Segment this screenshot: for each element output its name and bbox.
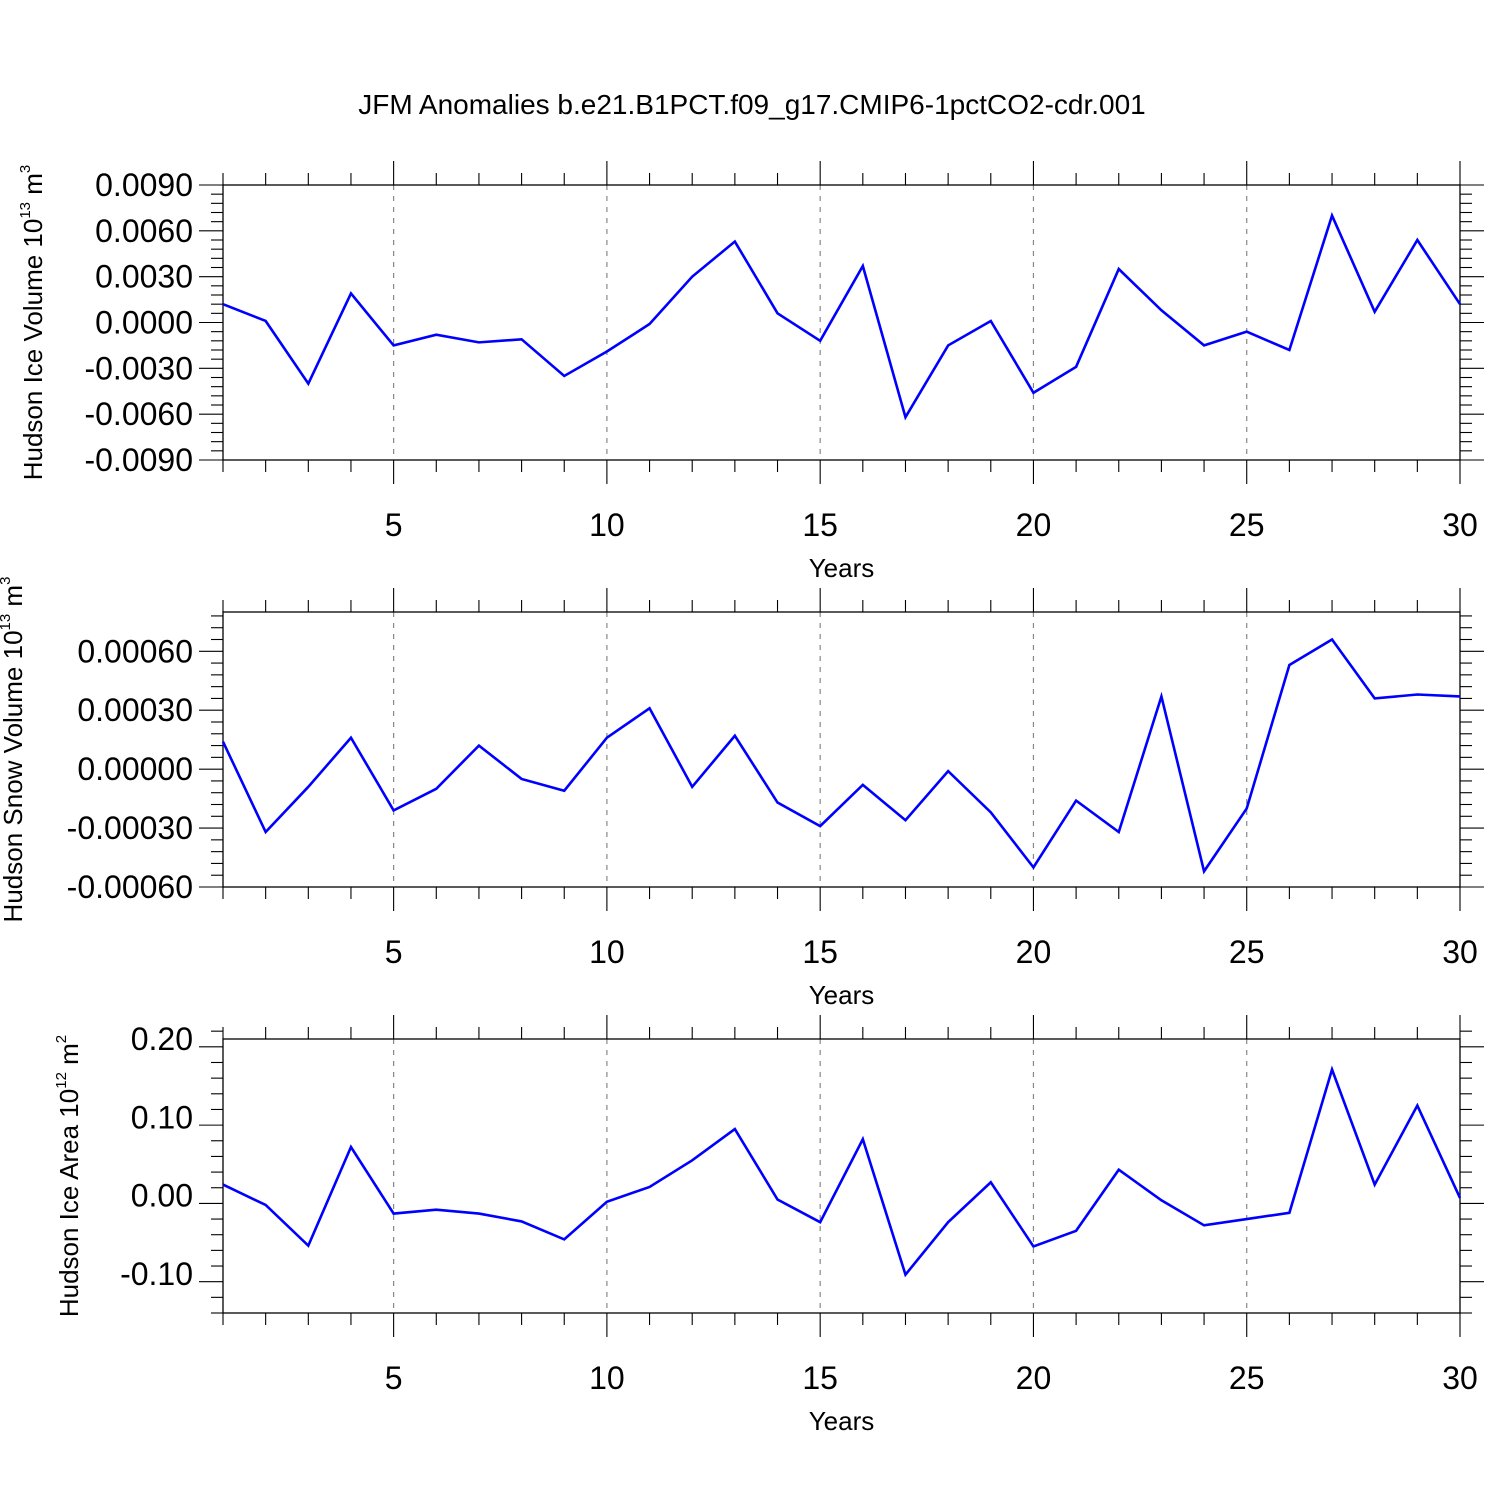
x-tick-label: 5	[385, 934, 403, 970]
x-tick-label: 20	[1016, 1360, 1052, 1396]
y-axis-label-unit-exponent: 2	[53, 1035, 70, 1043]
y-tick-label: 0.0030	[95, 259, 193, 295]
x-tick-label: 15	[802, 1360, 838, 1396]
x-tick-label: 30	[1442, 934, 1478, 970]
y-axis-label-text: Hudson Snow Volume 10	[0, 630, 28, 922]
chart-panel-3: 5 10 15 20 25 30 -0.10 0.00 0.10 0.20 Years Hudson …	[53, 1015, 1484, 1436]
y-tick-label: -0.0090	[84, 442, 193, 478]
x-axis-label: Years	[809, 553, 875, 583]
y-axis-label-text: Hudson Ice Area 10	[54, 1089, 84, 1317]
chart-panel-2: 5 10 15 20 25 30 -0.00060 -0.00030 0.00000 0.0003…	[0, 577, 1484, 1010]
y-axis-label: Hudson Ice Volume 1013 m3	[17, 165, 48, 481]
y-tick-label: 0.00000	[77, 751, 193, 787]
panels: 5 10 15 20 25 30-0.0090-0.0060-0.00300.00000.…	[0, 161, 1484, 1436]
y-tick-label: -0.00030	[67, 810, 193, 846]
y-axis-label-text: Hudson Ice Volume 10	[18, 219, 48, 481]
y-axis-label-exponent: 12	[53, 1072, 70, 1089]
plot-frame	[222, 1038, 1461, 1314]
x-tick-label: 10	[589, 1360, 625, 1396]
x-tick-label: 25	[1229, 507, 1265, 543]
y-tick-label: -0.0060	[84, 396, 193, 432]
series-line	[221, 637, 1461, 875]
y-tick-label: -0.00060	[67, 869, 193, 905]
y-axis-label-exponent: 13	[17, 202, 34, 219]
x-tick-label: 10	[589, 934, 625, 970]
y-axis-label-unit: m	[54, 1043, 84, 1072]
y-axis-label-unit-exponent: 3	[17, 165, 34, 173]
x-axis-label: Years	[809, 980, 875, 1010]
series-line	[222, 1065, 1462, 1278]
x-tick-label: 30	[1442, 1360, 1478, 1396]
y-tick-label: 0.00	[131, 1178, 193, 1214]
x-tick-label: 15	[802, 507, 838, 543]
y-axis-label-unit: m	[0, 585, 28, 614]
y-tick-label: 0.10	[131, 1099, 193, 1135]
y-axis-label: Hudson Ice Area 1012 m2	[53, 1035, 84, 1317]
figure-title: JFM Anomalies b.e21.B1PCT.f09_g17.CMIP6-…	[358, 89, 1146, 120]
chart-panel-1: 5 10 15 20 25 30 -0.0090 -0.0060 -0.0030 0.0000 0.…	[17, 161, 1484, 583]
y-axis-label-unit: m	[18, 173, 48, 202]
x-axis-label: Years	[809, 1406, 875, 1436]
plot-frame	[222, 611, 1461, 888]
y-tick-label: 0.0000	[95, 305, 193, 341]
y-tick-label: 0.0090	[95, 167, 193, 203]
y-axis-label-unit-exponent: 3	[0, 577, 14, 585]
y-axis-label-exponent: 13	[0, 614, 14, 631]
y-tick-label: 0.00060	[77, 633, 193, 669]
series-line	[222, 211, 1462, 421]
y-tick-label: -0.10	[120, 1256, 193, 1292]
x-tick-label: 10	[589, 507, 625, 543]
x-tick-label: 5	[385, 1360, 403, 1396]
x-tick-label: 25	[1229, 1360, 1265, 1396]
x-tick-label: 15	[802, 934, 838, 970]
x-tick-label: 20	[1016, 507, 1052, 543]
x-tick-label: 30	[1442, 507, 1478, 543]
y-tick-label: 0.00030	[77, 692, 193, 728]
y-tick-label: -0.0030	[84, 350, 193, 386]
y-tick-label: 0.20	[131, 1021, 193, 1057]
y-axis-label: Hudson Snow Volume 1013 m3	[0, 577, 28, 923]
x-tick-label: 5	[385, 507, 403, 543]
x-tick-label: 20	[1016, 934, 1052, 970]
y-tick-label: 0.0060	[95, 213, 193, 249]
x-tick-label: 25	[1229, 934, 1265, 970]
